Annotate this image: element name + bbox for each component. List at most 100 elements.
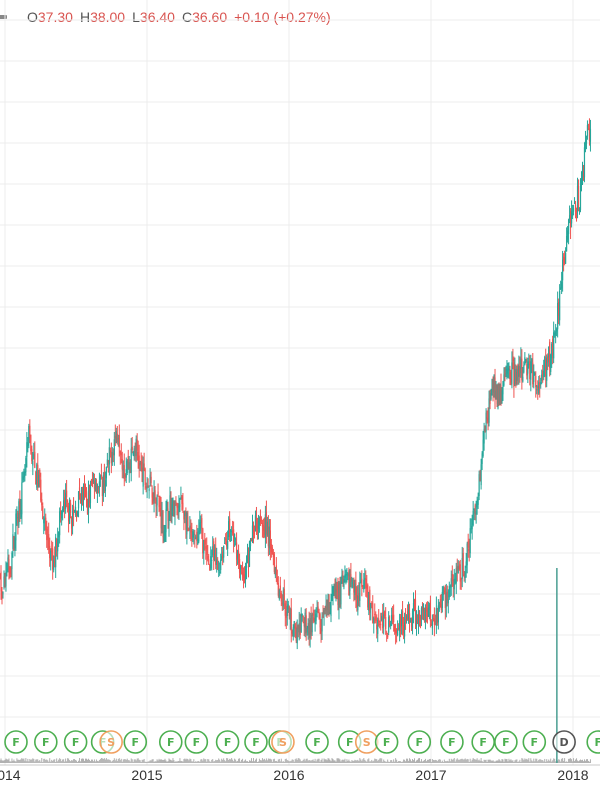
candle-body — [566, 230, 569, 240]
volume-bar — [347, 760, 349, 763]
candle-body — [528, 363, 530, 366]
volume-bar — [480, 758, 482, 763]
high-value: H38.00 — [79, 9, 126, 25]
candle-body — [350, 574, 352, 582]
volume-bar — [174, 761, 176, 763]
volume-bar — [343, 760, 345, 763]
candle-body — [478, 474, 480, 497]
volume-bar — [98, 760, 100, 763]
candle-body — [203, 539, 205, 554]
candle-body — [398, 628, 400, 630]
candle-body — [107, 460, 109, 463]
candle-body — [326, 607, 328, 610]
volume-bar — [71, 760, 73, 763]
volume-bar — [345, 761, 347, 763]
candle-body — [292, 627, 294, 637]
candle-body — [579, 179, 582, 210]
event-marker-F — [305, 730, 329, 754]
volume-bar — [135, 760, 137, 763]
volume-bar — [418, 758, 420, 763]
volume-bar — [363, 758, 365, 763]
volume-bar — [128, 760, 130, 763]
candle-body — [394, 625, 396, 632]
volume-bar — [409, 758, 411, 763]
candle-body — [197, 539, 199, 544]
volume-bar — [52, 760, 54, 763]
volume-bar — [512, 760, 514, 763]
volume-bar — [231, 758, 233, 763]
volume-bar — [384, 760, 386, 763]
candle-body — [486, 416, 488, 419]
volume-bar — [336, 758, 338, 763]
candle-body — [338, 582, 340, 610]
volume-bar — [507, 761, 509, 763]
volume-bar — [430, 761, 432, 763]
volume-bar — [366, 761, 368, 763]
candle-body — [502, 381, 504, 395]
candle-body — [456, 566, 458, 572]
volume-bar — [441, 760, 443, 763]
volume-bar — [511, 760, 513, 763]
volume-bar — [589, 759, 591, 763]
candle-body — [63, 500, 65, 512]
candle-body — [432, 618, 434, 620]
candle-body — [105, 466, 107, 479]
event-label: S — [279, 736, 287, 749]
candle-body — [196, 531, 198, 542]
candle-body — [418, 610, 421, 619]
candle-body — [410, 618, 413, 627]
candle-body — [298, 623, 300, 633]
volume-bar — [339, 759, 341, 763]
close-value: C36.60 — [181, 9, 228, 25]
volume-bar — [144, 761, 146, 763]
candle-body — [405, 615, 408, 619]
volume-bar — [333, 760, 335, 763]
volume-bar — [96, 760, 98, 763]
volume-bar — [84, 760, 86, 763]
volume-bar — [323, 758, 325, 763]
volume-bar — [408, 760, 410, 763]
volume-bar — [499, 760, 501, 763]
candle-body — [66, 490, 68, 498]
candle-body — [304, 612, 306, 628]
candle-body — [102, 474, 104, 496]
volume-bar — [341, 759, 343, 763]
candle-body — [48, 533, 50, 550]
volume-bar — [250, 760, 251, 763]
candle-body — [466, 543, 468, 566]
volume-bar — [137, 758, 139, 763]
volume-bar — [93, 759, 95, 763]
volume-bar — [580, 759, 582, 763]
candle-body — [465, 561, 467, 568]
volume-bar — [332, 758, 334, 763]
volume-bar — [108, 759, 110, 763]
volume-bar — [576, 758, 578, 763]
candle-body — [272, 552, 274, 558]
volume-bar — [288, 761, 290, 763]
volume-bar — [402, 761, 404, 763]
candle-body — [455, 568, 457, 584]
candle-body — [436, 612, 438, 623]
volume-bar — [386, 761, 388, 763]
candle-body — [318, 612, 320, 618]
drag-handle-icon[interactable] — [0, 15, 7, 19]
volume-bar — [228, 760, 230, 763]
volume-bar — [521, 758, 523, 763]
volume-bar — [113, 758, 115, 763]
candle-body — [3, 576, 5, 588]
candle-body — [574, 204, 577, 209]
candle-body — [173, 502, 175, 517]
volume-bar — [195, 761, 197, 763]
event-label: F — [531, 736, 539, 749]
candle-body — [339, 584, 341, 602]
volume-bar — [143, 758, 145, 763]
volume-bar — [483, 759, 485, 763]
volume-bar — [114, 760, 116, 763]
candle-body — [582, 174, 585, 177]
candle-body — [503, 374, 505, 386]
candle-body — [158, 497, 160, 508]
volume-bar — [65, 758, 67, 763]
volume-bar — [342, 759, 344, 763]
volume-bar — [481, 760, 483, 763]
